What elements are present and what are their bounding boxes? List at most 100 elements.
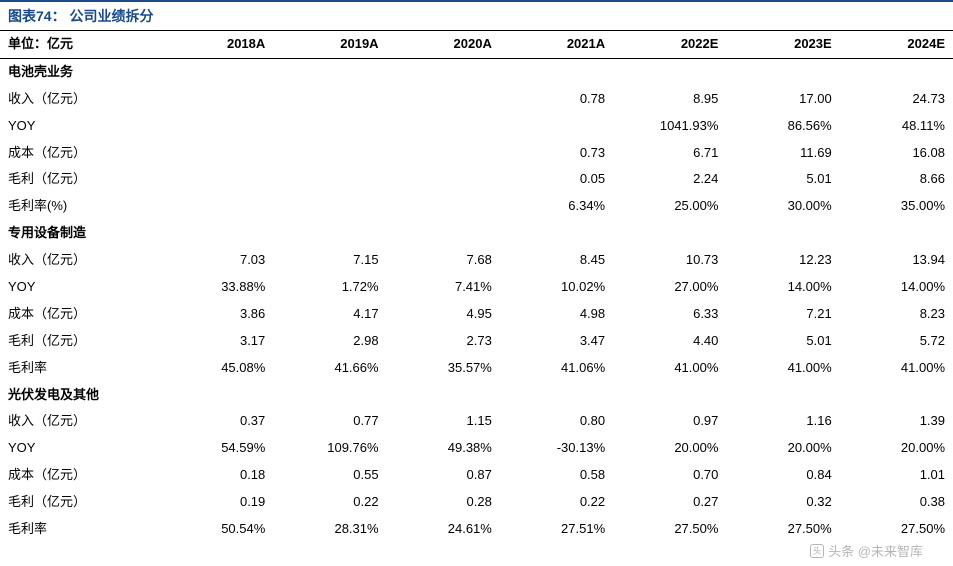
data-cell: 11.69 xyxy=(726,140,839,167)
data-cell: 0.80 xyxy=(500,408,613,435)
data-cell: 48.11% xyxy=(840,113,953,140)
unit-label-header: 单位：亿元 xyxy=(0,31,160,58)
data-cell xyxy=(273,86,386,113)
row-label: YOY xyxy=(0,274,160,301)
data-cell xyxy=(273,140,386,167)
data-cell: 0.19 xyxy=(160,489,273,516)
table-row: 成本（亿元）0.736.7111.6916.08 xyxy=(0,140,953,167)
data-cell: 4.40 xyxy=(613,328,726,355)
col-2019A: 2019A xyxy=(273,31,386,58)
data-cell: 17.00 xyxy=(726,86,839,113)
col-2020A: 2020A xyxy=(387,31,500,58)
table-row: 收入（亿元）0.788.9517.0024.73 xyxy=(0,86,953,113)
data-cell: 4.98 xyxy=(500,301,613,328)
data-cell: 2.73 xyxy=(387,328,500,355)
data-cell: 3.17 xyxy=(160,328,273,355)
data-cell xyxy=(160,86,273,113)
data-cell: 5.01 xyxy=(726,328,839,355)
data-cell xyxy=(500,113,613,140)
data-cell: 7.68 xyxy=(387,247,500,274)
data-cell: 0.70 xyxy=(613,462,726,489)
data-cell: 27.00% xyxy=(613,274,726,301)
data-cell xyxy=(160,140,273,167)
data-cell xyxy=(387,140,500,167)
data-cell: 8.95 xyxy=(613,86,726,113)
data-cell: 10.02% xyxy=(500,274,613,301)
data-cell: 8.66 xyxy=(840,166,953,193)
data-cell: 12.23 xyxy=(726,247,839,274)
data-cell: 1.72% xyxy=(273,274,386,301)
table-row: 毛利（亿元）0.190.220.280.220.270.320.38 xyxy=(0,489,953,516)
data-cell xyxy=(160,113,273,140)
data-cell: 41.00% xyxy=(613,355,726,382)
data-cell: 0.97 xyxy=(613,408,726,435)
table-row: 毛利（亿元）3.172.982.733.474.405.015.72 xyxy=(0,328,953,355)
data-cell: 13.94 xyxy=(840,247,953,274)
col-2021A: 2021A xyxy=(500,31,613,58)
data-cell: 4.95 xyxy=(387,301,500,328)
data-cell: 16.08 xyxy=(840,140,953,167)
data-cell: 27.51% xyxy=(500,516,613,543)
col-2023E: 2023E xyxy=(726,31,839,58)
data-cell xyxy=(160,166,273,193)
col-2022E: 2022E xyxy=(613,31,726,58)
row-label: 成本（亿元） xyxy=(0,301,160,328)
data-cell: 49.38% xyxy=(387,435,500,462)
data-cell: 4.17 xyxy=(273,301,386,328)
row-label: 收入（亿元） xyxy=(0,86,160,113)
data-cell: 2.98 xyxy=(273,328,386,355)
row-label: 毛利率 xyxy=(0,355,160,382)
data-cell: 0.28 xyxy=(387,489,500,516)
data-cell: 0.58 xyxy=(500,462,613,489)
data-cell: 5.72 xyxy=(840,328,953,355)
data-cell: 1.01 xyxy=(840,462,953,489)
data-cell: 30.00% xyxy=(726,193,839,220)
data-cell xyxy=(387,193,500,220)
data-cell: 1.39 xyxy=(840,408,953,435)
col-2018A: 2018A xyxy=(160,31,273,58)
data-cell: 25.00% xyxy=(613,193,726,220)
data-cell: 0.22 xyxy=(273,489,386,516)
watermark-text: 头条 @未来智库 xyxy=(828,541,923,560)
watermark-icon: 头 xyxy=(810,544,824,558)
data-cell xyxy=(273,113,386,140)
data-cell: 6.33 xyxy=(613,301,726,328)
chart-title: 图表74： 公司业绩拆分 xyxy=(8,8,153,24)
data-cell xyxy=(387,113,500,140)
data-cell: 3.47 xyxy=(500,328,613,355)
data-cell: 0.37 xyxy=(160,408,273,435)
data-cell: 0.55 xyxy=(273,462,386,489)
data-cell: 0.18 xyxy=(160,462,273,489)
table-row: YOY54.59%109.76%49.38%-30.13%20.00%20.00… xyxy=(0,435,953,462)
table-row: 收入（亿元）7.037.157.688.4510.7312.2313.94 xyxy=(0,247,953,274)
data-cell: 14.00% xyxy=(840,274,953,301)
data-cell: 3.86 xyxy=(160,301,273,328)
data-cell: 20.00% xyxy=(613,435,726,462)
data-cell xyxy=(387,166,500,193)
data-cell: 0.32 xyxy=(726,489,839,516)
data-cell: 54.59% xyxy=(160,435,273,462)
data-cell: 27.50% xyxy=(726,516,839,543)
data-cell xyxy=(273,166,386,193)
data-cell: 1.15 xyxy=(387,408,500,435)
table-row: 成本（亿元）0.180.550.870.580.700.841.01 xyxy=(0,462,953,489)
data-cell: 0.22 xyxy=(500,489,613,516)
data-cell: 109.76% xyxy=(273,435,386,462)
data-cell: 0.27 xyxy=(613,489,726,516)
data-cell: 41.00% xyxy=(726,355,839,382)
data-cell: 27.50% xyxy=(840,516,953,543)
chart-title-bar: 图表74： 公司业绩拆分 xyxy=(0,0,953,31)
row-label: 毛利（亿元） xyxy=(0,166,160,193)
data-cell xyxy=(273,193,386,220)
table-row: 毛利率45.08%41.66%35.57%41.06%41.00%41.00%4… xyxy=(0,355,953,382)
data-cell: 1041.93% xyxy=(613,113,726,140)
row-label: 成本（亿元） xyxy=(0,140,160,167)
data-cell: 6.71 xyxy=(613,140,726,167)
data-cell: 7.15 xyxy=(273,247,386,274)
financial-table: 单位：亿元 2018A 2019A 2020A 2021A 2022E 2023… xyxy=(0,31,953,543)
table-row: 毛利（亿元）0.052.245.018.66 xyxy=(0,166,953,193)
header-row: 单位：亿元 2018A 2019A 2020A 2021A 2022E 2023… xyxy=(0,31,953,58)
row-label: 毛利率(%) xyxy=(0,193,160,220)
data-cell: 7.03 xyxy=(160,247,273,274)
data-cell: 35.57% xyxy=(387,355,500,382)
